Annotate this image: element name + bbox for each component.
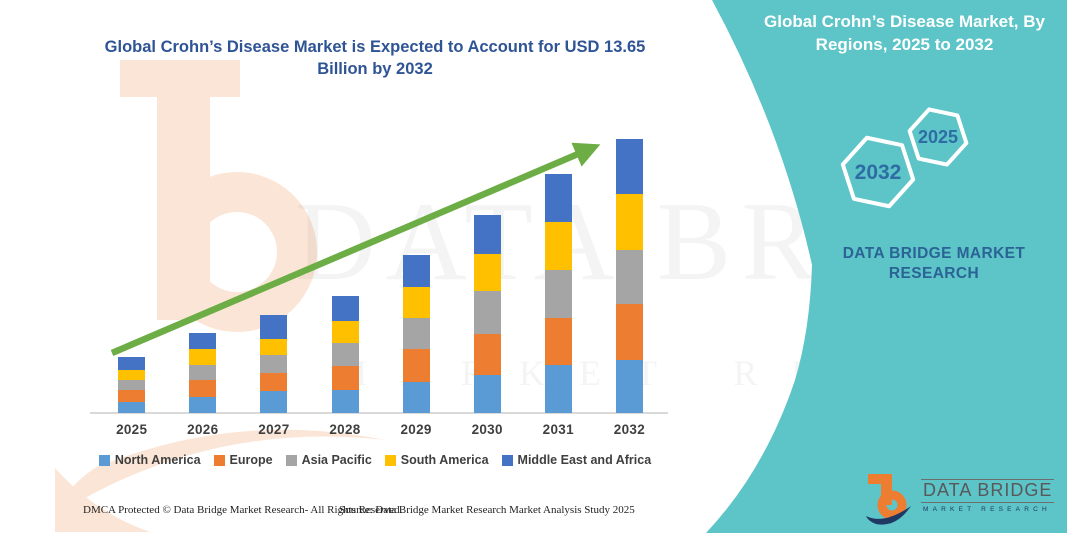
legend-swatch-south-america bbox=[384, 454, 396, 466]
brand-text: DATA BRIDGE MARKET RESEARCH bbox=[820, 244, 1048, 284]
legend: North America Europe Asia Pacific South Ame… bbox=[80, 453, 670, 467]
legend-item-middle-east-and-africa: Middle East and Africa bbox=[501, 453, 652, 467]
logo-title: DATA BRIDGE bbox=[921, 479, 1055, 503]
legend-label-south-america: South America bbox=[400, 453, 489, 467]
logo-wordmark: DATA BRIDGE MARKET RESEARCH bbox=[921, 479, 1055, 513]
footer-dmca: DMCA Protected © Data Bridge Market Rese… bbox=[83, 504, 403, 516]
x-axis-line bbox=[90, 412, 668, 414]
legend-label-europe: Europe bbox=[229, 453, 273, 467]
legend-swatch-middle-east-and-africa bbox=[501, 454, 513, 466]
logo-subtitle: MARKET RESEARCH bbox=[923, 505, 1051, 513]
legend-item-north-america: North America bbox=[98, 453, 201, 467]
logo-b-icon bbox=[866, 474, 911, 525]
legend-item-asia-pacific: Asia Pacific bbox=[285, 453, 372, 467]
legend-item-europe: Europe bbox=[213, 453, 273, 467]
legend-item-south-america: South America bbox=[384, 453, 489, 467]
dbmr-logo: DATA BRIDGE MARKET RESEARCH bbox=[866, 468, 1055, 528]
hexagon-2032 bbox=[840, 135, 916, 209]
chart-title: Global Crohn’s Disease Market is Expecte… bbox=[104, 38, 646, 78]
hexagon-2025-label: 2025 bbox=[918, 127, 958, 147]
legend-label-north-america: North America bbox=[114, 453, 201, 467]
legend-label-middle-east-and-africa: Middle East and Africa bbox=[517, 453, 652, 467]
legend-label-asia-pacific: Asia Pacific bbox=[301, 453, 372, 467]
legend-swatch-asia-pacific bbox=[285, 454, 297, 466]
panel-heading: Global Crohn’s Disease Market, By Region… bbox=[764, 12, 1045, 54]
hexagon-2025 bbox=[907, 107, 969, 167]
hexagons: 2032 2025 bbox=[840, 107, 969, 209]
legend-swatch-europe bbox=[213, 454, 225, 466]
hexagon-2032-label: 2032 bbox=[855, 161, 902, 184]
legend-swatch-north-america bbox=[98, 454, 110, 466]
teal-panel-path bbox=[706, 0, 1067, 533]
brand-text-line1: DATA BRIDGE MARKET bbox=[842, 245, 1026, 262]
footer-source: Source: Data Bridge Market Research Mark… bbox=[339, 504, 635, 516]
brand-text-line2: RESEARCH bbox=[888, 265, 980, 282]
